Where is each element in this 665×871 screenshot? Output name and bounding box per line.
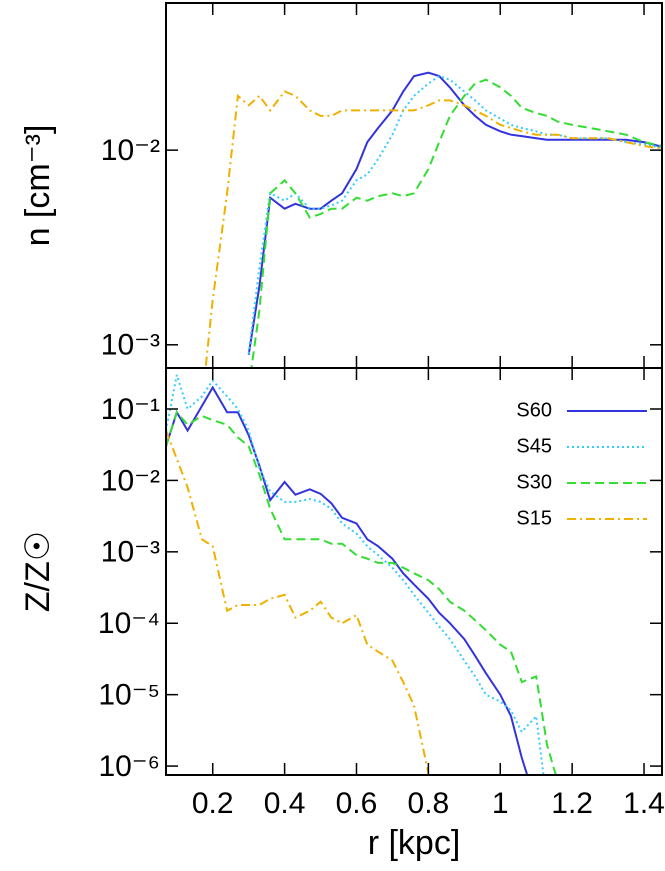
legend-label: S45 — [516, 435, 552, 457]
plot-area — [204, 71, 662, 368]
series-line — [250, 78, 662, 368]
y-tick-label: 10⁻³ — [101, 329, 160, 362]
y-tick-label: 10⁻⁶ — [98, 750, 160, 783]
series-line — [166, 410, 557, 775]
plot-frame — [165, 2, 663, 369]
y-tick-label: 10⁻¹ — [101, 393, 160, 426]
y-tick-label: 10⁻² — [101, 134, 160, 167]
series-line — [166, 374, 545, 775]
x-tick-label: 0.8 — [408, 787, 450, 820]
series-line — [247, 74, 662, 354]
y-tick-label: 10⁻⁵ — [98, 679, 160, 712]
plot-area — [166, 374, 557, 775]
series-line — [247, 71, 662, 355]
x-tick-label: 1.4 — [623, 787, 665, 820]
plot-frame — [165, 367, 663, 776]
y-axis-label: n [cm⁻³] — [19, 125, 57, 247]
x-tick-label: 1.2 — [551, 787, 593, 820]
legend-label: S15 — [516, 507, 552, 529]
x-tick-label: 0.4 — [264, 787, 306, 820]
series-line — [166, 430, 430, 774]
x-tick-label: 1 — [492, 787, 509, 820]
y-tick-label: 10⁻³ — [101, 536, 160, 569]
legend-label: S60 — [516, 399, 552, 421]
y-axis-label: Z/Z☉ — [19, 531, 57, 612]
series-line — [204, 90, 662, 368]
x-tick-label: 0.2 — [192, 787, 234, 820]
y-tick-label: 10⁻² — [101, 464, 160, 497]
series-line — [166, 385, 529, 775]
legend-label: S30 — [516, 471, 552, 493]
x-tick-label: 0.6 — [336, 787, 378, 820]
y-tick-label: 10⁻⁴ — [98, 607, 160, 640]
x-axis-label: r [kpc] — [368, 824, 461, 862]
